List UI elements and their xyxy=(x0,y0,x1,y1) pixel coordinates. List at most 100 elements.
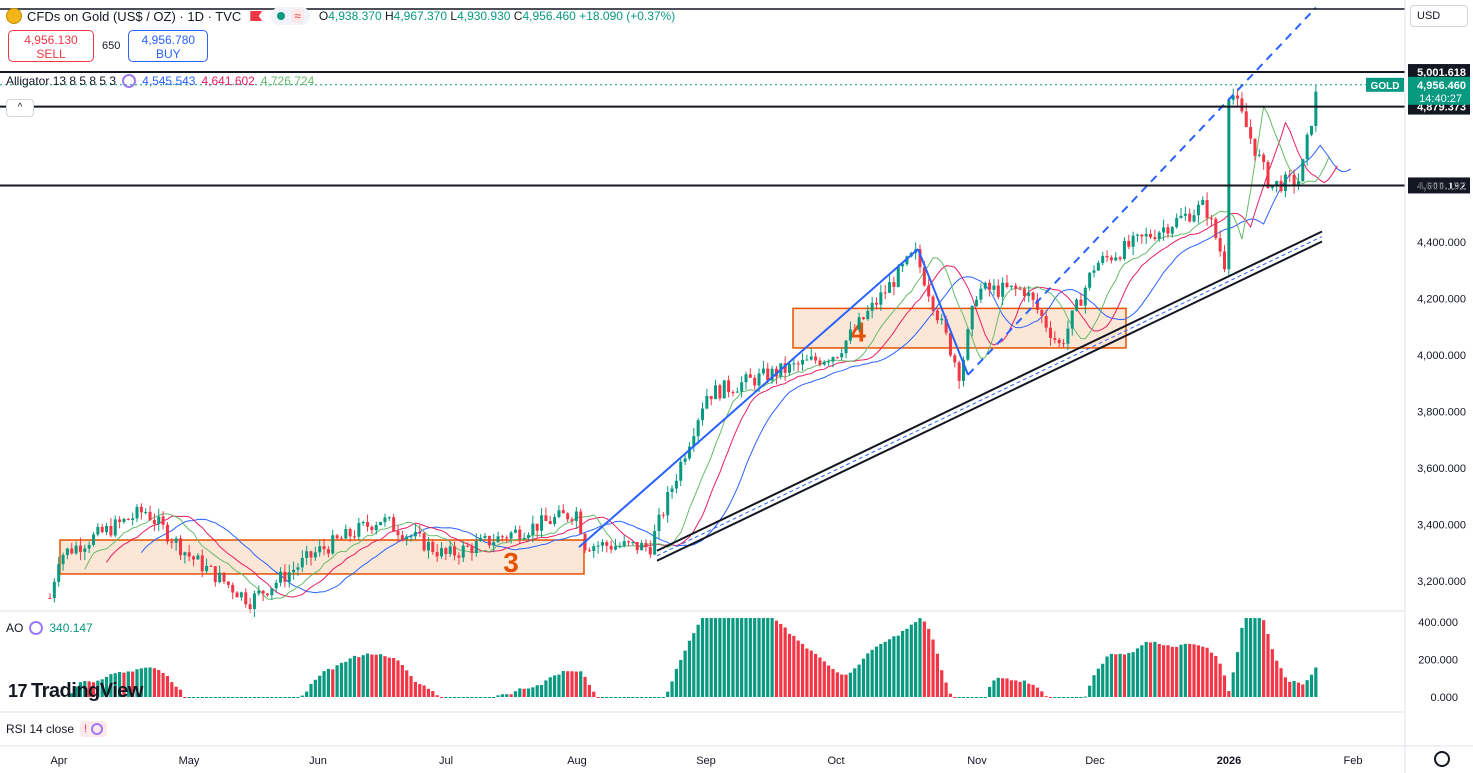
ao-bar xyxy=(292,697,296,698)
buy-button[interactable]: 4,956.780 BUY xyxy=(128,30,209,62)
candle-body xyxy=(1049,327,1052,338)
ao-bar xyxy=(1214,655,1218,697)
ao-legend[interactable]: AO 340.147 xyxy=(6,621,93,635)
candle-body xyxy=(996,285,1000,297)
candle-body xyxy=(322,546,326,550)
candle-body xyxy=(731,392,735,394)
ao-bar xyxy=(596,697,600,698)
candle-body xyxy=(1262,154,1266,163)
candle-body xyxy=(753,377,757,386)
candle-body xyxy=(783,363,787,373)
candle-body xyxy=(87,544,91,549)
ao-bar xyxy=(505,694,509,697)
gold-coin-icon xyxy=(6,8,22,24)
status-pill[interactable]: ≈ xyxy=(271,7,310,25)
candle-body xyxy=(1122,240,1126,260)
ao-tick-label: 0.000 xyxy=(1430,692,1458,704)
candle-body xyxy=(74,545,78,554)
candle-body xyxy=(722,380,726,399)
ao-bar xyxy=(470,697,474,698)
candle-body xyxy=(461,545,465,558)
candle-body xyxy=(161,516,165,525)
candle-body xyxy=(975,299,979,306)
indicator-settings-icon[interactable] xyxy=(29,621,44,635)
consolidation-zone xyxy=(792,307,1127,349)
indicator-settings-icon[interactable] xyxy=(91,723,104,735)
ohlc-change: +18.090 (+0.37%) xyxy=(579,9,676,23)
ao-bar xyxy=(374,654,378,697)
ao-bar xyxy=(653,697,657,698)
tradingview-logo: 17 TradingView xyxy=(8,680,143,703)
zone-label: 3 xyxy=(503,547,519,578)
ao-bar xyxy=(792,635,796,697)
candle-body xyxy=(405,536,409,540)
ao-bar xyxy=(235,697,239,698)
candle-body xyxy=(78,545,82,552)
candle-body xyxy=(735,391,739,393)
ao-bar xyxy=(988,686,992,697)
symbol-title[interactable]: CFDs on Gold (US$ / OZ) · 1D · TVC xyxy=(27,8,242,24)
ao-bar xyxy=(774,620,779,697)
ao-bar xyxy=(966,697,970,698)
candle-body xyxy=(135,506,139,519)
currency-select[interactable]: USD xyxy=(1410,5,1468,27)
chart-header: CFDs on Gold (US$ / OZ) · 1D · TVC ≈ O4,… xyxy=(6,6,675,26)
ao-bar xyxy=(326,668,330,697)
ao-bar xyxy=(814,653,818,697)
candle-body xyxy=(653,531,657,555)
indicator-settings-icon[interactable] xyxy=(122,74,137,88)
time-tick-label: Jun xyxy=(309,755,327,767)
ao-bar xyxy=(848,672,852,697)
candle-body xyxy=(1027,292,1031,297)
ticker-tag xyxy=(1366,77,1404,92)
ao-bar xyxy=(248,697,252,698)
ao-bar xyxy=(918,618,922,697)
ao-bar xyxy=(905,628,909,697)
candle-body xyxy=(522,537,526,540)
ao-bar xyxy=(161,672,165,697)
candle-body xyxy=(827,361,831,363)
candle-body xyxy=(953,355,957,363)
candle-body xyxy=(270,588,274,596)
rsi-legend[interactable]: RSI 14 close ! xyxy=(6,721,108,737)
ao-bar xyxy=(131,671,135,697)
candle-body xyxy=(696,420,700,437)
ao-bar xyxy=(144,667,148,697)
ao-bar xyxy=(305,691,309,697)
ao-bar xyxy=(1022,680,1026,697)
ao-bar xyxy=(191,697,196,698)
ao-bar xyxy=(270,697,274,698)
ao-bar xyxy=(265,697,270,698)
candle-body xyxy=(426,542,430,551)
alligator-legend[interactable]: Alligator 13 8 5 8 5 3 4,545.543 4,641.6… xyxy=(6,74,314,88)
ao-bar xyxy=(609,697,613,698)
ao-bar xyxy=(396,660,400,697)
candle-body xyxy=(165,524,169,542)
gear-icon[interactable] xyxy=(1434,751,1450,767)
time-tick-label: Feb xyxy=(1344,755,1363,767)
candle-body xyxy=(509,532,513,539)
collapse-legend-button[interactable]: ^ xyxy=(6,99,34,117)
ao-bar xyxy=(209,697,213,698)
candle-body xyxy=(248,604,252,610)
candle-body xyxy=(205,565,209,572)
ao-bar xyxy=(1179,644,1183,697)
candle-body xyxy=(940,318,944,321)
candle-body xyxy=(118,519,122,522)
candle-body xyxy=(457,555,461,558)
sell-button[interactable]: 4,956.130 SELL xyxy=(8,30,94,62)
ao-bar xyxy=(1309,674,1314,697)
candle-body xyxy=(1114,257,1118,261)
candle-body xyxy=(296,567,300,570)
ao-bar xyxy=(1048,697,1053,698)
ao-bar xyxy=(170,682,174,697)
ao-bar xyxy=(613,697,618,698)
rsi-warning-badge[interactable]: ! xyxy=(80,721,108,737)
flag-icon[interactable] xyxy=(250,11,263,21)
ao-bar xyxy=(827,665,831,697)
ao-bar xyxy=(1166,645,1170,697)
candle-body xyxy=(1236,95,1240,99)
candle-body xyxy=(348,528,352,537)
candle-body xyxy=(535,523,539,531)
